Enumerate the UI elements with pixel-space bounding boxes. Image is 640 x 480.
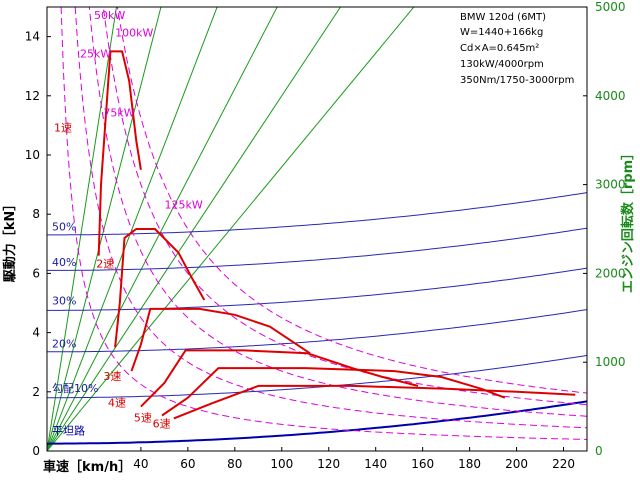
grade-label-0: 平坦路 [52,424,85,438]
gear-label-3: 3速 [103,370,121,383]
y-tick-label-12: 12 [25,89,40,103]
rpm-line-4 [47,7,278,451]
plot-frame [46,6,588,452]
x-tick-label-200: 200 [505,457,528,471]
rpm-line-6 [47,7,415,451]
gear-label-6: 6速 [153,417,171,430]
y2-tick-label-1000: 1000 [595,355,626,369]
power-label-75kw: 75kW [103,107,134,120]
grade-label-50: 50% [52,220,76,233]
grade-label-30: 30% [52,294,76,307]
grade-label-20: 20% [52,337,76,350]
x-tick-label-100: 100 [270,457,293,471]
grade-curve-10 [47,354,587,399]
y-tick-label-6: 6 [32,266,40,280]
gear-curve-2 [114,228,206,348]
info-line-cda: Cd×A=0.645m² [460,43,539,54]
grade-resistance-group [47,192,587,445]
x-tick-label-40: 40 [133,457,148,471]
y2-tick-label-5000: 5000 [595,0,626,14]
y2-tick-label-3000: 3000 [595,178,626,192]
grade-curve-50 [47,192,587,236]
power-label-25kw: 25kW [80,47,111,60]
power-label-50kw: 50kW [94,9,125,22]
gear-label-1: 1速 [54,121,72,134]
power-curve-75kw [88,7,587,417]
grade-curve-30 [47,267,587,311]
power-label-125kw: 125kW [164,198,202,211]
x-tick-label-180: 180 [458,457,481,471]
gear-label-5: 5速 [134,411,152,424]
y-tick-label-10: 10 [25,148,40,162]
power-curve-50kw [74,7,587,429]
x-axis-title: 車速［km/h］ [43,459,131,475]
rpm-line-3 [47,7,218,451]
gear-curve-1 [97,50,142,256]
power-label-100kw: 100kW [115,27,153,40]
y2-tick-label-0: 0 [595,444,603,458]
y-tick-label-8: 8 [32,207,40,221]
gear-curve-6 [173,384,576,420]
y-tick-label-0: 0 [32,444,40,458]
y-tick-label-4: 4 [32,326,40,340]
rpm-lines-group [47,7,415,451]
y-tick-label-14: 14 [25,30,40,44]
gear-curve-3 [130,307,311,372]
y-tick-label-2: 2 [32,385,40,399]
power-curve-125kw [116,7,587,394]
grade-curve-40 [47,227,587,271]
info-line-torque: 350Nm/1750-3000rpm [460,75,574,86]
x-tick-label-60: 60 [180,457,195,471]
y2-tick-label-4000: 4000 [595,89,626,103]
x-tick-label-120: 120 [317,457,340,471]
power-curve-100kw [102,7,587,406]
grade-label-10: 勾配10% [52,382,98,395]
gear-curve-4 [140,349,419,408]
info-line-power: 130kW/4000rpm [460,59,544,70]
x-tick-label-220: 220 [552,457,575,471]
info-line-vehicle: BMW 120d (6MT) [460,12,546,23]
info-box: BMW 120d (6MT) W=1440+166kg Cd×A=0.645m²… [460,12,574,86]
info-line-weight: W=1440+166kg [460,27,543,38]
grade-label-40: 40% [52,256,76,269]
x-tick-label-160: 160 [411,457,434,471]
power-curves-group [60,7,587,440]
x-tick-label-140: 140 [364,457,387,471]
gear-curve-5 [161,367,506,417]
x-tick-label-80: 80 [227,457,242,471]
rpm-line-5 [47,7,342,451]
grade-curve-20 [47,309,587,353]
gear-curves-group [97,50,576,420]
y-axis-title: 駆動力［kN］ [2,198,18,283]
gear-label-2: 2速 [96,257,114,270]
labels-group: 25kW 50kW 75kW 100kW 125kW 平坦路 勾配10% 20% 30% 40% 5… [52,9,203,438]
y2-tick-label-2000: 2000 [595,266,626,280]
y2-axis-title: エンジン回転数［rpm］ [620,147,636,293]
grade-curve-0 [47,400,587,445]
power-curve-25kw [60,7,587,440]
gear-label-4: 4速 [108,397,126,410]
rpm-line-2 [47,7,162,451]
